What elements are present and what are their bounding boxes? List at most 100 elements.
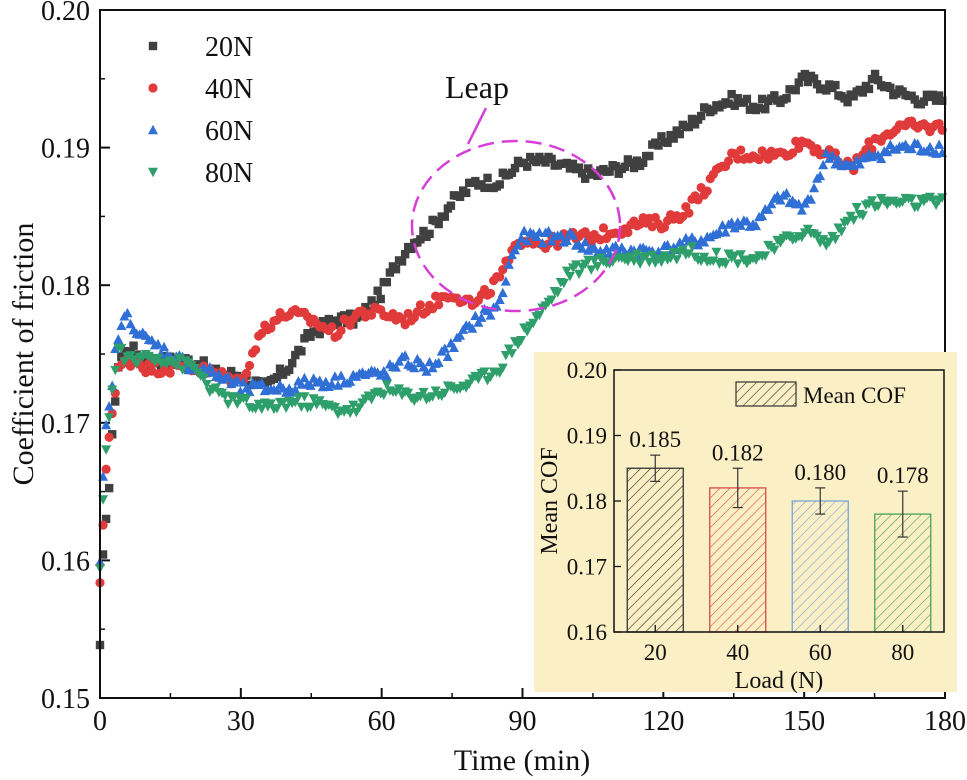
- data-point-80N: [271, 404, 282, 414]
- data-point-40N: [244, 360, 255, 371]
- main-legend: 20N 40N 60N 80N: [148, 32, 253, 189]
- data-point-60N: [497, 287, 508, 298]
- data-point-40N: [736, 145, 746, 155]
- data-point-60N: [113, 334, 124, 344]
- data-point-40N: [723, 156, 734, 166]
- data-point-40N: [598, 223, 609, 233]
- data-point-60N: [830, 159, 841, 169]
- data-point-80N: [293, 392, 304, 403]
- data-point-20N: [129, 341, 138, 350]
- data-point-80N: [671, 255, 682, 265]
- data-point-20N: [654, 141, 663, 150]
- leap-annotation: Leap: [445, 69, 509, 105]
- data-point-60N: [809, 182, 820, 193]
- data-point-20N: [288, 358, 297, 368]
- data-point-80N: [564, 272, 575, 282]
- data-point-60N: [433, 357, 444, 367]
- inset-tick-labels: 20 40 60 80 0.16 0.17 0.18 0.19 0.20: [567, 358, 915, 665]
- data-point-20N: [541, 158, 550, 167]
- data-point-80N: [497, 363, 508, 374]
- data-point-20N: [275, 364, 285, 373]
- data-point-80N: [479, 367, 490, 377]
- data-point-60N: [876, 153, 887, 163]
- data-point-20N: [461, 188, 471, 198]
- data-point-60N: [290, 384, 301, 394]
- data-point-80N: [830, 234, 841, 245]
- data-point-60N: [299, 372, 310, 383]
- data-point-80N: [348, 400, 359, 411]
- legend-label-80N: 80N: [205, 158, 253, 189]
- data-point-20N: [373, 286, 382, 295]
- data-point-80N: [683, 249, 694, 259]
- data-point-60N: [577, 243, 588, 253]
- data-point-80N: [439, 388, 450, 399]
- data-point-60N: [934, 139, 945, 149]
- data-point-20N: [111, 397, 120, 406]
- data-point-80N: [101, 445, 112, 455]
- data-point-20N: [227, 366, 236, 376]
- data-point-20N: [593, 171, 602, 180]
- data-point-60N: [906, 143, 917, 154]
- data-point-80N: [329, 403, 340, 413]
- inset-x-tick-label: 60: [809, 640, 832, 665]
- data-point-20N: [306, 332, 315, 341]
- data-point-20N: [937, 96, 947, 105]
- data-point-60N: [534, 227, 545, 237]
- data-point-60N: [476, 312, 487, 322]
- data-point-20N: [934, 91, 944, 100]
- data-point-60N: [500, 276, 511, 286]
- data-point-80N: [528, 318, 539, 329]
- data-point-20N: [727, 89, 736, 99]
- inset-y-tick-label: 0.17: [567, 555, 607, 580]
- data-point-60N: [720, 227, 731, 237]
- leap-pointer-line: [466, 107, 488, 145]
- data-point-20N: [782, 94, 791, 103]
- data-point-40N: [415, 300, 425, 310]
- data-point-20N: [684, 122, 694, 132]
- legend-label-40N: 40N: [205, 74, 253, 105]
- data-point-20N: [101, 514, 111, 524]
- data-point-60N: [567, 230, 578, 240]
- data-point-20N: [507, 168, 517, 177]
- data-point-80N: [223, 399, 234, 410]
- data-point-20N: [831, 80, 840, 90]
- data-point-80N: [589, 256, 600, 266]
- data-point-20N: [532, 157, 541, 167]
- data-point-20N: [870, 69, 880, 79]
- data-point-20N: [791, 85, 800, 95]
- data-point-80N: [912, 202, 923, 212]
- data-point-60N: [159, 341, 170, 352]
- data-point-20N: [397, 257, 407, 266]
- data-point-20N: [614, 169, 623, 178]
- data-point-60N: [101, 419, 112, 430]
- data-point-20N: [864, 84, 874, 94]
- data-point-40N: [684, 208, 694, 218]
- main-data-points: [95, 69, 948, 650]
- data-point-20N: [440, 212, 450, 221]
- data-point-60N: [470, 310, 481, 321]
- x-tick-label: 90: [509, 706, 537, 737]
- data-point-80N: [403, 388, 414, 399]
- data-point-40N: [241, 368, 252, 378]
- data-point-20N: [754, 103, 764, 112]
- data-point-20N: [629, 163, 639, 173]
- inset-bar-60: [791, 500, 849, 633]
- data-point-60N: [125, 318, 136, 329]
- data-point-20N: [931, 96, 941, 105]
- data-point-40N: [623, 227, 633, 238]
- data-point-80N: [812, 231, 823, 241]
- inset-value-label: 0.185: [629, 427, 681, 452]
- data-point-20N: [471, 176, 480, 186]
- data-point-20N: [690, 120, 700, 129]
- data-point-80N: [241, 394, 252, 404]
- data-point-40N: [165, 368, 175, 378]
- data-point-20N: [645, 151, 654, 161]
- data-point-80N: [708, 256, 719, 266]
- data-point-60N: [104, 401, 115, 411]
- data-point-60N: [561, 235, 572, 246]
- data-point-80N: [256, 404, 267, 414]
- data-point-20N: [580, 174, 590, 183]
- data-point-60N: [781, 187, 792, 198]
- legend-marker-40N: [148, 83, 158, 93]
